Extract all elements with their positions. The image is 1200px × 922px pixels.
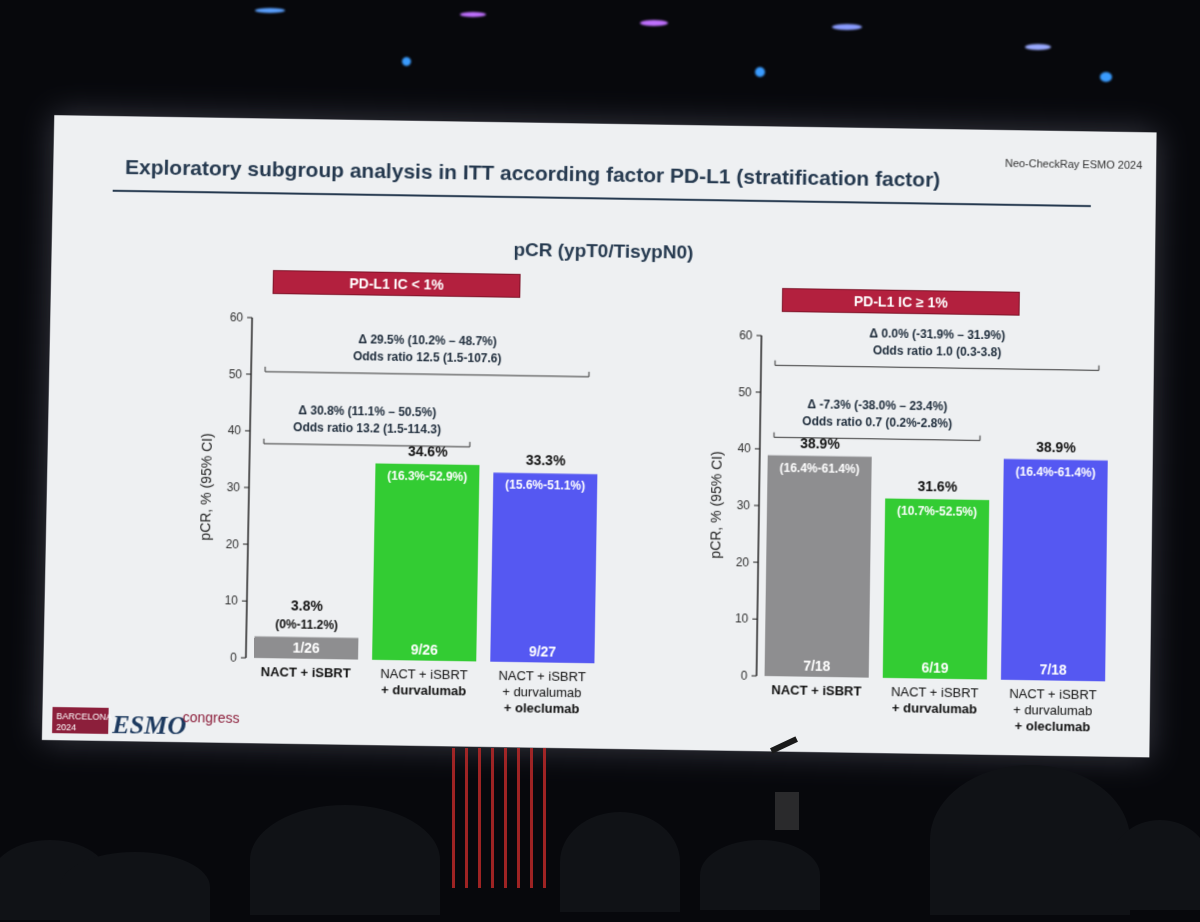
bar-count-label: 9/27	[529, 643, 557, 660]
y-tick-label: 60	[230, 310, 244, 324]
stage-light	[460, 12, 486, 17]
bar-count-label: 6/19	[921, 659, 949, 676]
y-tick-label: 10	[735, 612, 749, 626]
bar-ci-label: (16.3%-52.9%)	[387, 469, 467, 484]
title-underline	[113, 190, 1091, 207]
stage-number-sign	[775, 792, 799, 830]
bar-ci-label: (16.4%-61.4%)	[779, 460, 859, 475]
slide-title: Exploratory subgroup analysis in ITT acc…	[125, 156, 940, 193]
stage-light	[755, 67, 765, 77]
y-tick-label: 30	[737, 498, 751, 512]
bar-ci-label: (16.4%-61.4%)	[1016, 464, 1096, 479]
svg-text:congress: congress	[183, 709, 240, 726]
stage-light	[1025, 44, 1051, 50]
comparison-delta: Δ 30.8% (11.1% – 50.5%)	[298, 403, 436, 419]
projected-slide: Neo-CheckRay ESMO 2024 Exploratory subgr…	[42, 115, 1157, 757]
y-tick-label: 10	[224, 594, 238, 608]
bar	[490, 473, 597, 664]
category-label: NACT + iSBRT	[771, 682, 861, 698]
conference-label: Neo-CheckRay ESMO 2024	[1005, 158, 1142, 172]
svg-text:BARCELONA: BARCELONA	[56, 711, 112, 722]
bar-count-label: 7/18	[803, 658, 831, 675]
comparison-bracket	[265, 367, 589, 377]
bar-count-label: 7/18	[1039, 661, 1067, 678]
y-tick-label: 60	[739, 328, 753, 342]
category-label: + durvalumab	[892, 700, 977, 716]
y-tick-label: 20	[225, 537, 239, 551]
bar-value-label: 31.6%	[917, 478, 957, 495]
stage-light	[402, 57, 411, 66]
svg-text:2024: 2024	[56, 722, 76, 732]
category-label: + durvalumab	[502, 684, 581, 700]
svg-text:ESMO: ESMO	[111, 710, 186, 738]
bar	[372, 463, 479, 661]
stage-light	[640, 20, 668, 26]
stage-light	[832, 24, 862, 30]
category-label: + oleclumab	[1015, 718, 1091, 734]
y-tick-label: 50	[738, 385, 752, 399]
y-tick-label: 40	[737, 441, 751, 455]
chart-subtitle: pCR (ypT0/TisypN0)	[52, 233, 1156, 272]
audience-head	[560, 812, 680, 912]
comparison-odds-ratio: Odds ratio 13.2 (1.5-114.3)	[293, 420, 441, 436]
podium-light-strip	[452, 748, 554, 888]
bar-value-label: 33.3%	[526, 452, 566, 469]
y-tick-label: 0	[230, 651, 237, 665]
bar-value-label: 34.6%	[408, 443, 449, 460]
bar	[765, 455, 872, 677]
chart-pdl1-low: 0 10 20 30 40 50 60 pCR, % (95% CI) 1/26 3.8% (0%-…	[153, 296, 581, 723]
audience-head	[1110, 820, 1200, 910]
bar-value-label: 3.8%	[291, 598, 324, 615]
esmo-logo: BARCELONA 2024 ESMO congress	[52, 703, 253, 738]
bar-value-label: 38.9%	[800, 435, 840, 452]
panel-badge-pdl1-high: PD-L1 IC ≥ 1%	[782, 288, 1020, 316]
stage-light	[255, 8, 285, 13]
comparison-delta: Δ 0.0% (-31.9% – 31.9%)	[869, 326, 1005, 342]
comparison-odds-ratio: Odds ratio 0.7 (0.2%-2.8%)	[802, 414, 952, 430]
comparison-bracket	[775, 360, 1099, 370]
panel-badge-pdl1-low: PD-L1 IC < 1%	[273, 270, 521, 298]
audience-head	[60, 852, 210, 922]
bar-count-label: 9/26	[411, 641, 439, 658]
category-label: NACT + iSBRT	[1009, 686, 1097, 702]
category-label: NACT + iSBRT	[498, 668, 586, 684]
bar	[883, 498, 989, 679]
y-tick-label: 30	[227, 480, 241, 494]
y-axis-label: pCR, % (95% CI)	[197, 433, 215, 541]
audience-head	[930, 765, 1130, 915]
y-tick-label: 40	[228, 423, 242, 437]
category-label: NACT + iSBRT	[380, 666, 468, 682]
category-label: + durvalumab	[1013, 702, 1092, 718]
category-label: NACT + iSBRT	[261, 664, 351, 680]
bar-count-label: 1/26	[292, 639, 320, 655]
y-axis-label: pCR, % (95% CI)	[707, 451, 725, 559]
chart-pdl1-high: 0 10 20 30 40 50 60 pCR, % (95% CI) 7/18 38.9% (16…	[663, 314, 1089, 741]
bar-value-label: 38.9%	[1036, 438, 1076, 455]
stage-light	[1100, 72, 1112, 82]
bar-ci-label: (0%-11.2%)	[275, 618, 338, 633]
comparison-delta: Δ -7.3% (-38.0% – 23.4%)	[807, 397, 947, 413]
bar-ci-label: (15.6%-51.1%)	[505, 478, 585, 493]
comparison-delta: Δ 29.5% (10.2% – 48.7%)	[358, 332, 497, 348]
category-label: NACT + iSBRT	[891, 684, 979, 700]
bar-ci-label: (10.7%-52.5%)	[897, 504, 977, 519]
y-tick-label: 0	[741, 669, 748, 683]
bar	[1001, 459, 1108, 681]
y-tick-label: 20	[736, 555, 750, 569]
audience-head	[250, 805, 440, 915]
y-tick-label: 50	[229, 367, 243, 381]
category-label: + durvalumab	[381, 682, 466, 698]
comparison-odds-ratio: Odds ratio 1.0 (0.3-3.8)	[873, 343, 1002, 359]
comparison-odds-ratio: Odds ratio 12.5 (1.5-107.6)	[353, 349, 502, 365]
category-label: + oleclumab	[504, 700, 580, 716]
